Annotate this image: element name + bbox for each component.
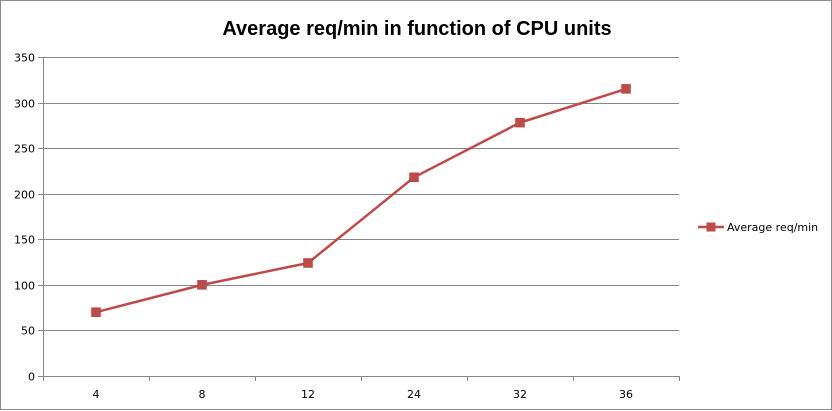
y-tick-label: 250 (14, 143, 35, 156)
y-tick-label: 200 (14, 189, 35, 202)
y-tick-label: 150 (14, 234, 35, 247)
y-tick-label: 350 (14, 52, 35, 65)
gridlines (43, 57, 679, 331)
y-tick-label: 50 (21, 325, 35, 338)
y-tick-label: 300 (14, 98, 35, 111)
x-axis-ticks: 4 8 12 24 32 36 (43, 376, 680, 401)
chart-title: Average req/min in function of CPU units (222, 18, 611, 40)
x-tick-label: 12 (301, 388, 315, 401)
series-average-req-min (91, 84, 631, 317)
legend: Average req/min (698, 221, 818, 234)
y-axis-ticks: 0 50 100 150 200 250 300 350 (14, 52, 43, 384)
x-tick-label: 4 (93, 388, 100, 401)
x-tick-label: 36 (619, 388, 633, 401)
y-tick-label: 100 (14, 280, 35, 293)
data-point (515, 117, 525, 128)
y-tick-label: 0 (28, 371, 35, 384)
x-tick-label: 24 (407, 388, 421, 401)
data-point (621, 84, 631, 94)
legend-label: Average req/min (727, 221, 818, 234)
x-tick-label: 8 (199, 388, 206, 401)
x-tick-label: 32 (513, 388, 527, 401)
data-point (409, 172, 419, 183)
data-point (197, 280, 207, 290)
data-point (91, 307, 101, 317)
series-line (95, 87, 627, 314)
legend-marker (706, 222, 716, 232)
data-point (303, 258, 313, 268)
axes (43, 57, 679, 377)
